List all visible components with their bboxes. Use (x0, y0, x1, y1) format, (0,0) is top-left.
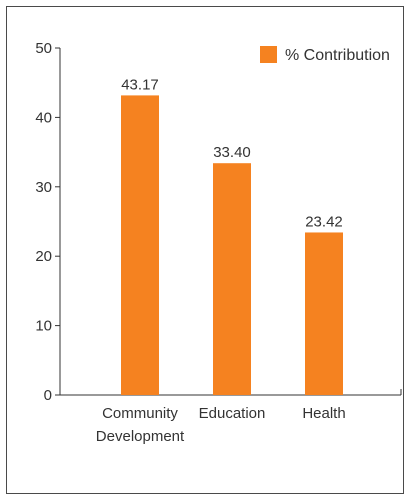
bar (213, 163, 251, 395)
x-axis: Community Development Education Health (60, 389, 402, 445)
bar-value-label: 23.42 (305, 213, 343, 230)
legend-label: % Contribution (285, 47, 390, 64)
x-category-label: Education (199, 405, 266, 422)
bar-value-label: 43.17 (121, 76, 159, 93)
x-category-label: Health (302, 405, 345, 422)
y-tick-label: 20 (35, 248, 52, 265)
x-category-label: Community Development (96, 405, 185, 445)
bar-value-label: 33.40 (213, 144, 251, 161)
bar (121, 95, 159, 395)
y-tick-label: 40 (35, 109, 52, 126)
y-axis: 0 10 20 30 40 50 (35, 40, 61, 404)
y-tick-label: 30 (35, 179, 52, 196)
legend-swatch (260, 46, 277, 63)
y-tick-label: 10 (35, 318, 52, 335)
y-tick-label: 0 (44, 387, 52, 404)
y-tick-label: 50 (35, 40, 52, 57)
legend: % Contribution (260, 46, 390, 64)
bar (305, 232, 343, 395)
bars: 43.17 33.40 23.42 (121, 76, 343, 395)
